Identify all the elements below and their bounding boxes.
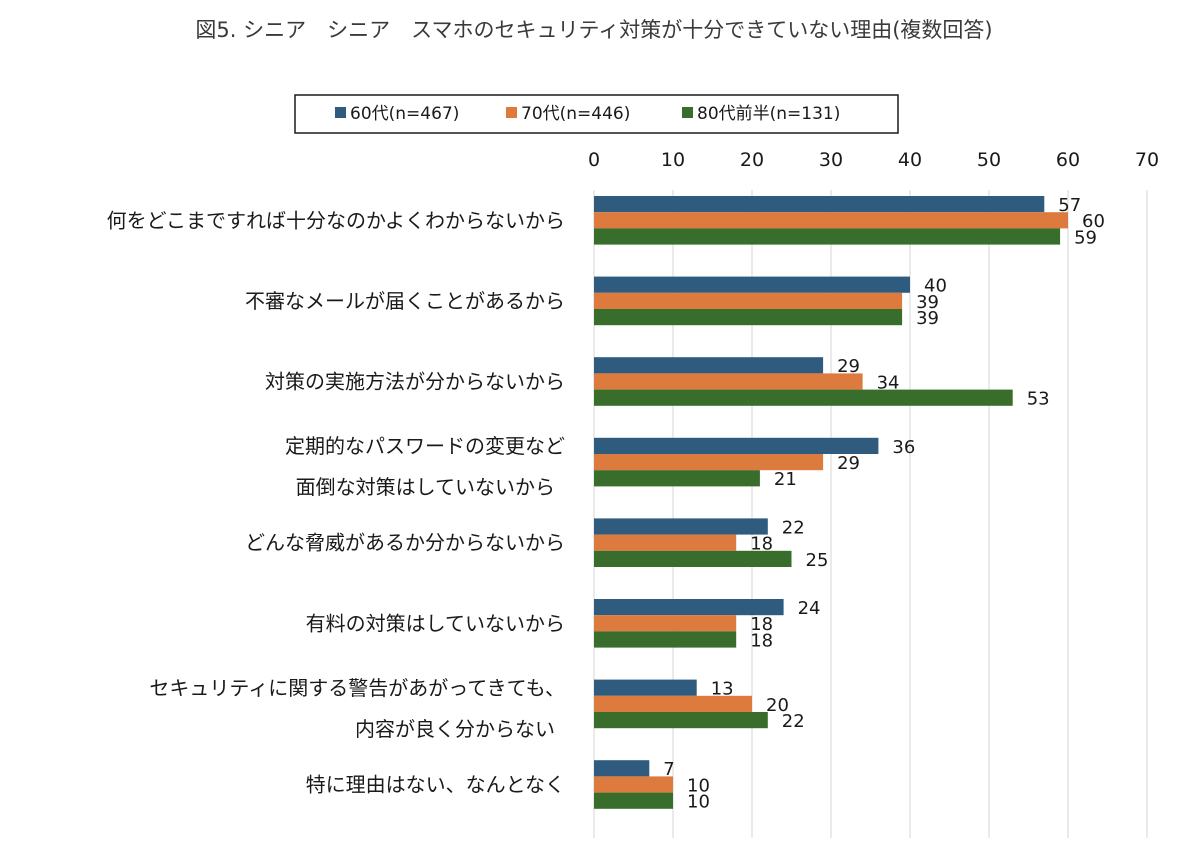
data-label: 20 <box>766 695 789 716</box>
data-label: 18 <box>750 534 773 555</box>
data-label: 40 <box>924 276 947 297</box>
bar <box>594 550 792 567</box>
x-tick-label: 40 <box>898 149 922 171</box>
x-tick-label: 50 <box>977 149 1001 171</box>
bar <box>594 776 673 793</box>
legend-label: 60代(n=467) <box>350 104 459 124</box>
x-tick-label: 30 <box>819 149 843 171</box>
data-label: 18 <box>750 630 773 651</box>
category-label: 対策の実施方法が分からないから <box>265 370 565 394</box>
category-label: セキュリティに関する警告があがってきても、 <box>149 676 565 700</box>
category-label: 有料の対策はしていないから <box>306 611 565 635</box>
data-label: 18 <box>750 614 773 635</box>
bar <box>594 518 768 535</box>
bar <box>594 276 910 293</box>
bar <box>594 760 650 777</box>
x-tick-label: 70 <box>1135 149 1159 171</box>
bar <box>594 228 1061 245</box>
data-label: 53 <box>1027 389 1050 410</box>
bar <box>594 389 1013 406</box>
bar <box>594 599 784 616</box>
legend-label: 70代(n=446) <box>521 104 630 124</box>
bar <box>594 292 903 309</box>
data-label: 59 <box>1074 227 1097 248</box>
chart-title: 図5. シニア シニア スマホのセキュリティ対策が十分できていない理由(複数回答… <box>195 18 992 42</box>
data-label: 7 <box>663 759 674 780</box>
data-label: 29 <box>837 453 860 474</box>
bar <box>594 534 737 551</box>
bar <box>594 357 824 374</box>
data-label: 34 <box>877 372 900 393</box>
bar <box>594 309 903 326</box>
x-tick-label: 10 <box>661 149 685 171</box>
category-label: 内容が良く分からない <box>355 717 555 741</box>
data-label: 39 <box>916 292 939 313</box>
category-labels: 何をどこまですれば十分なのかよくわからないから不審なメールが届くことがあるから対… <box>107 208 565 796</box>
category-label: 何をどこまですれば十分なのかよくわからないから <box>107 208 565 232</box>
x-tick-label: 0 <box>588 149 600 171</box>
bar <box>594 373 863 390</box>
data-label: 22 <box>782 517 805 538</box>
bar <box>594 695 752 712</box>
legend-box <box>294 94 899 134</box>
data-label: 13 <box>711 679 734 700</box>
data-label: 29 <box>837 356 860 377</box>
bar <box>594 679 697 696</box>
category-label: どんな脅威があるか分からないから <box>245 531 565 555</box>
data-label: 39 <box>916 308 939 329</box>
legend-label: 80代前半(n=131) <box>697 104 840 124</box>
data-label: 21 <box>774 469 797 490</box>
bar <box>594 437 879 454</box>
legend-swatch <box>335 107 346 118</box>
bars <box>594 196 1068 809</box>
bar <box>594 196 1045 213</box>
data-label: 24 <box>798 598 821 619</box>
data-label: 25 <box>806 550 829 571</box>
bar <box>594 470 760 487</box>
bar <box>594 712 768 729</box>
x-tick-label: 60 <box>1056 149 1080 171</box>
legend-swatch <box>682 107 693 118</box>
data-labels: 5760594039392934533629212218252418181320… <box>663 195 1105 813</box>
bar <box>594 792 673 809</box>
category-label: 特に理由はない、なんとなく <box>306 773 565 797</box>
category-label: 定期的なパスワードの変更など <box>285 434 565 458</box>
category-label: 面倒な対策はしていないから <box>296 475 555 499</box>
data-label: 10 <box>687 775 710 796</box>
bar <box>594 212 1068 229</box>
x-tick-label: 20 <box>740 149 764 171</box>
data-label: 36 <box>892 437 915 458</box>
data-label: 57 <box>1058 195 1081 216</box>
data-label: 60 <box>1082 211 1105 232</box>
bar <box>594 454 824 471</box>
data-label: 10 <box>687 792 710 813</box>
category-label: 不審なメールが届くことがあるから <box>245 289 565 313</box>
bar <box>594 615 737 632</box>
legend-swatch <box>506 107 517 118</box>
data-label: 22 <box>782 711 805 732</box>
x-axis-ticks: 0 10 20 30 40 50 60 70 <box>588 149 1159 171</box>
legend: 60代(n=467) 70代(n=446) 80代前半(n=131) <box>294 94 899 134</box>
bar <box>594 631 737 648</box>
